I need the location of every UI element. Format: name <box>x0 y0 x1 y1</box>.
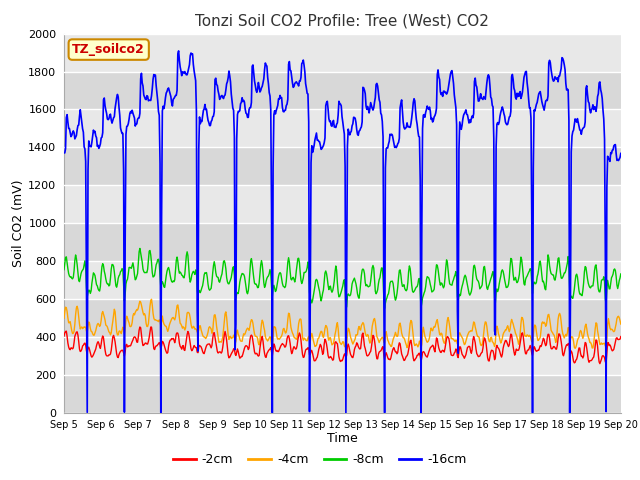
Bar <box>64 185 621 223</box>
Bar <box>64 375 621 413</box>
Title: Tonzi Soil CO2 Profile: Tree (West) CO2: Tonzi Soil CO2 Profile: Tree (West) CO2 <box>195 13 490 28</box>
Bar <box>64 337 621 375</box>
Bar <box>64 109 621 147</box>
Bar <box>64 72 621 109</box>
Bar <box>64 147 621 185</box>
X-axis label: Time: Time <box>327 432 358 445</box>
Bar <box>64 223 621 261</box>
Bar <box>64 34 621 72</box>
Bar <box>64 261 621 299</box>
Legend: -2cm, -4cm, -8cm, -16cm: -2cm, -4cm, -8cm, -16cm <box>168 448 472 471</box>
Bar <box>64 299 621 337</box>
Text: TZ_soilco2: TZ_soilco2 <box>72 43 145 56</box>
Y-axis label: Soil CO2 (mV): Soil CO2 (mV) <box>12 180 26 267</box>
